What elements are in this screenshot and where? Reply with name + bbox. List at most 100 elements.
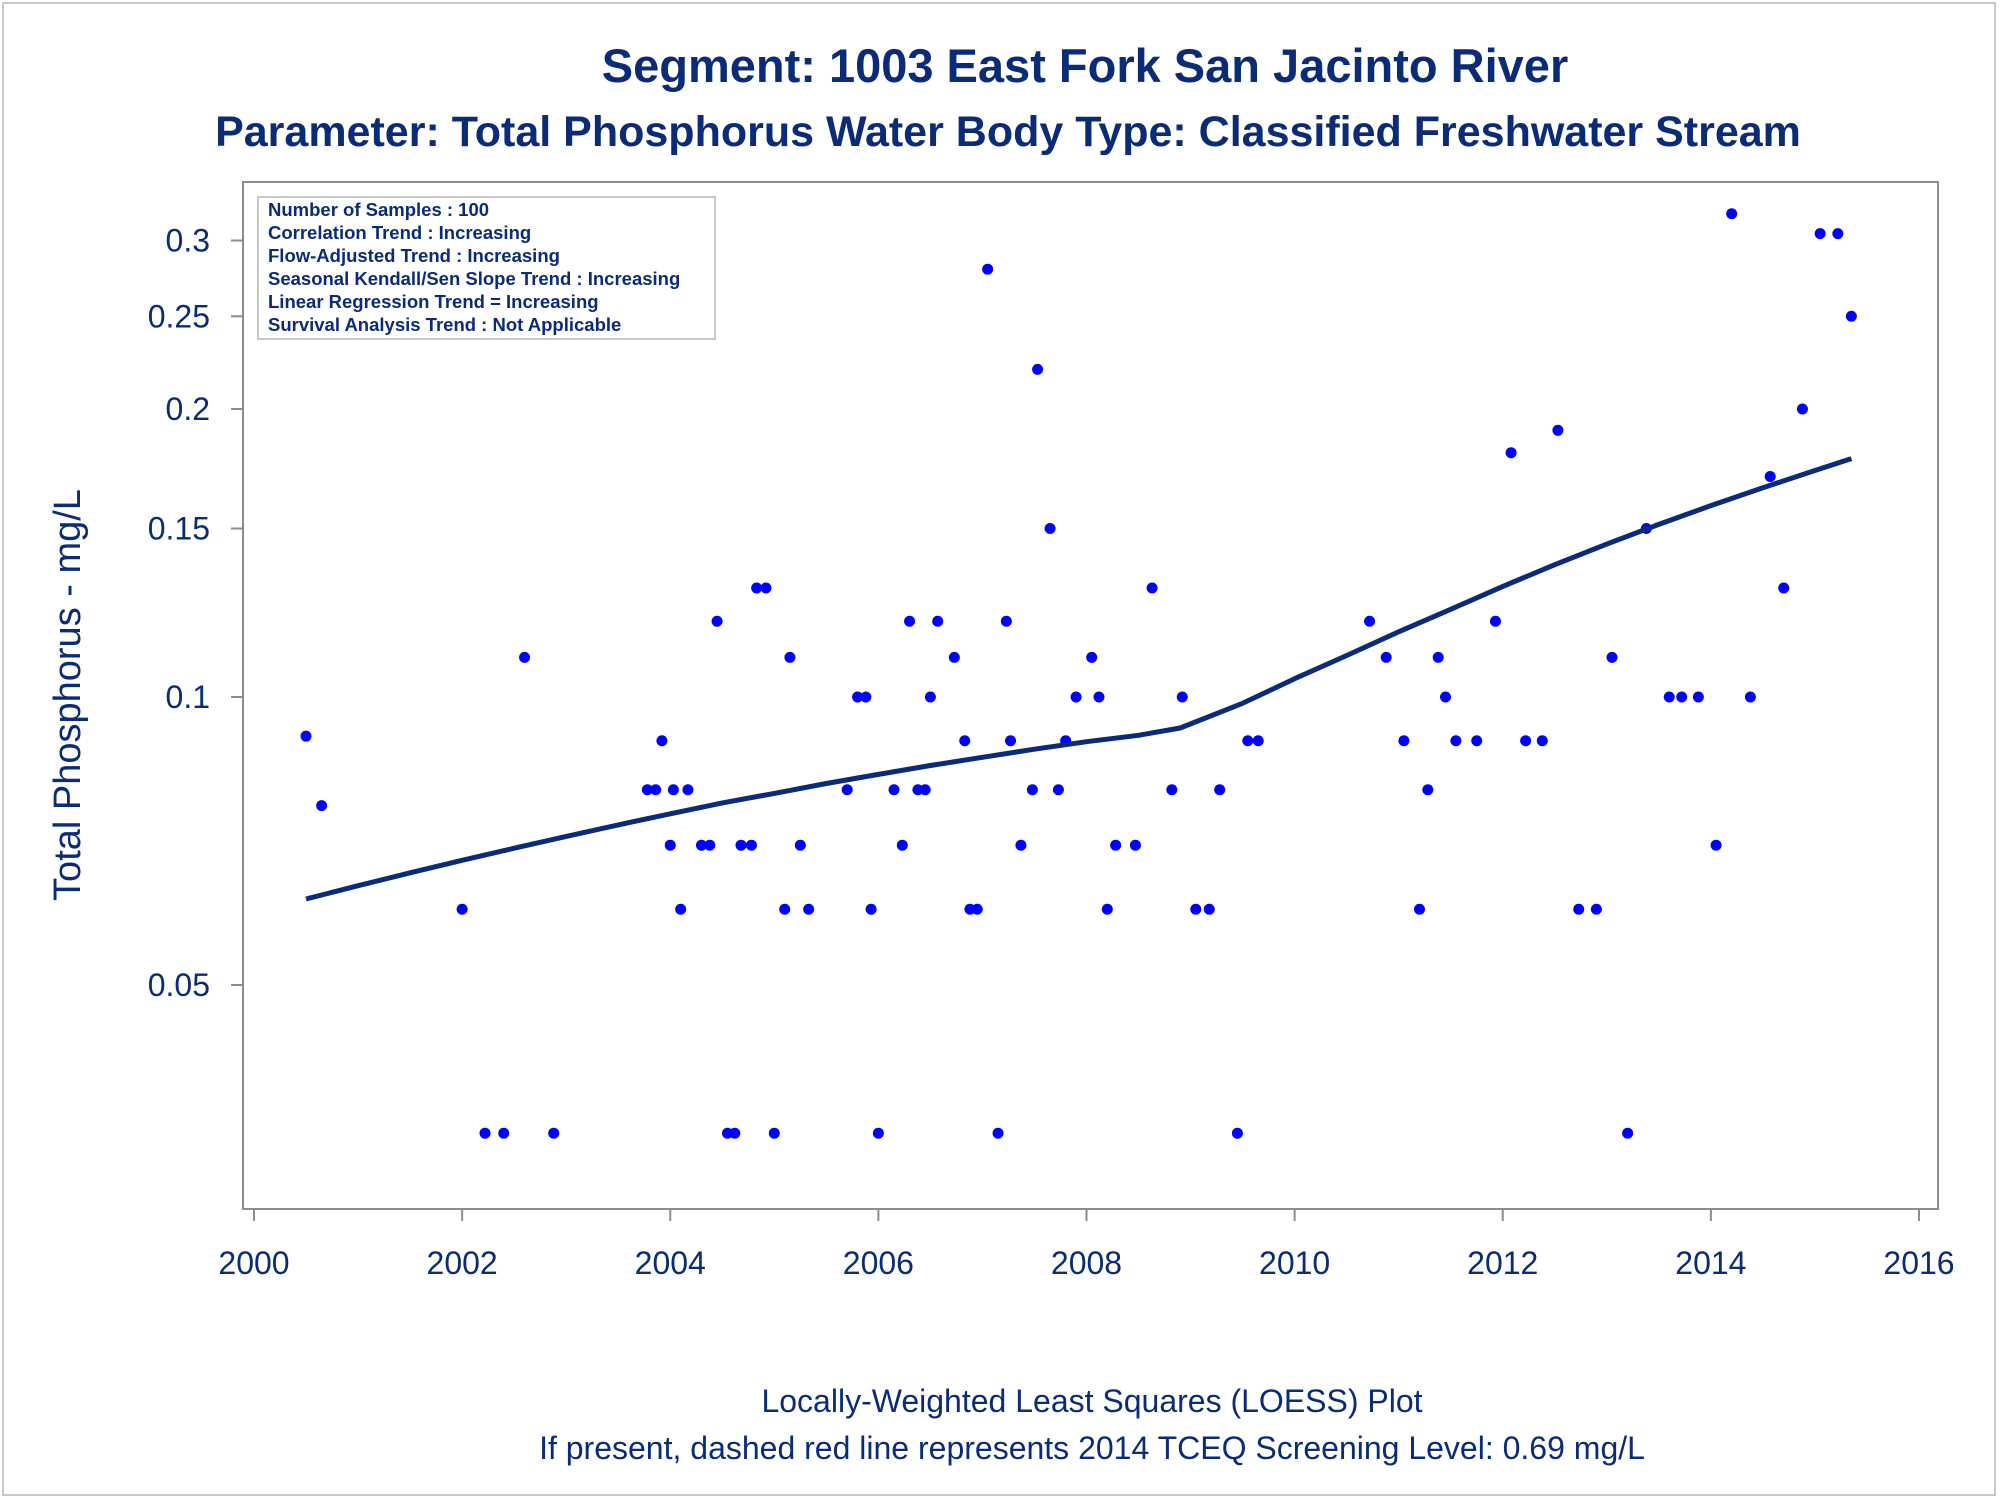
data-point (1832, 228, 1844, 240)
data-point (959, 735, 971, 747)
data-point (711, 615, 723, 627)
data-point (1086, 651, 1098, 663)
data-point (896, 839, 908, 851)
data-point (1450, 735, 1462, 747)
data-point (1796, 403, 1808, 415)
x-tick-label: 2012 (1467, 1245, 1538, 1281)
data-point (456, 903, 468, 915)
data-point (735, 839, 747, 851)
data-point (1252, 735, 1264, 747)
x-tick-label: 2004 (635, 1245, 706, 1281)
data-point (1845, 310, 1857, 322)
data-point (1005, 735, 1017, 747)
y-tick-label: 0.3 (166, 223, 210, 259)
data-point (1814, 228, 1826, 240)
info-box-line: Correlation Trend : Increasing (268, 222, 531, 243)
data-point (656, 735, 668, 747)
data-point (1176, 691, 1188, 703)
y-tick-label: 0.1 (166, 679, 210, 715)
data-point (768, 1127, 780, 1139)
data-point (1440, 691, 1452, 703)
data-point (1110, 839, 1122, 851)
data-point (498, 1127, 510, 1139)
data-point (650, 784, 662, 796)
data-point (982, 263, 994, 275)
y-tick-label: 0.05 (148, 967, 210, 1003)
data-point (300, 730, 312, 742)
data-point (888, 784, 900, 796)
data-point (729, 1127, 741, 1139)
loess-line (305, 456, 1853, 902)
data-point (760, 582, 772, 594)
data-point (1398, 735, 1410, 747)
data-point (1552, 424, 1564, 436)
data-point (664, 839, 676, 851)
y-axis-label: Total Phosphorus - mg/L (47, 489, 89, 901)
data-point (675, 903, 687, 915)
chart-title: Segment: 1003 East Fork San Jacinto Rive… (602, 39, 1568, 92)
data-point (1778, 582, 1790, 594)
data-point (1015, 839, 1027, 851)
data-point (479, 1127, 491, 1139)
info-box-line: Number of Samples : 100 (268, 199, 489, 220)
data-point (1726, 208, 1738, 220)
data-point (641, 784, 653, 796)
data-point (682, 784, 694, 796)
data-points (300, 208, 1857, 1139)
data-point (784, 651, 796, 663)
data-point (919, 784, 931, 796)
data-point (1590, 903, 1602, 915)
data-point (971, 903, 983, 915)
data-point (1432, 651, 1444, 663)
data-point (1422, 784, 1434, 796)
data-point (1166, 784, 1178, 796)
data-point (872, 1127, 884, 1139)
chart-subtitle: Parameter: Total Phosphorus Water Body T… (215, 108, 1801, 156)
data-point (932, 615, 944, 627)
data-point (924, 691, 936, 703)
data-point (1032, 363, 1044, 375)
info-box-line: Seasonal Kendall/Sen Slope Trend : Incre… (268, 268, 680, 289)
data-point (865, 903, 877, 915)
data-point (704, 839, 716, 851)
data-point (1101, 903, 1113, 915)
data-point (316, 800, 328, 812)
data-point (1364, 615, 1376, 627)
data-point (1676, 691, 1688, 703)
data-point (1520, 735, 1532, 747)
info-box-line: Survival Analysis Trend : Not Applicable (268, 314, 621, 335)
data-point (1190, 903, 1202, 915)
x-tick-label: 2014 (1675, 1245, 1746, 1281)
x-tick-label: 2002 (427, 1245, 498, 1281)
data-point (852, 691, 864, 703)
data-point (1573, 903, 1585, 915)
footnote-line-2: If present, dashed red line represents 2… (539, 1430, 1645, 1466)
data-point (695, 839, 707, 851)
data-point (794, 839, 806, 851)
info-box-line: Linear Regression Trend = Increasing (268, 291, 599, 312)
data-point (779, 903, 791, 915)
data-point (1129, 839, 1141, 851)
y-tick-label: 0.2 (166, 391, 210, 427)
x-tick-label: 2006 (843, 1245, 914, 1281)
footnote-line-1: Locally-Weighted Least Squares (LOESS) P… (761, 1383, 1422, 1419)
data-point (860, 691, 872, 703)
data-point (948, 651, 960, 663)
data-point (1203, 903, 1215, 915)
data-point (1764, 471, 1776, 483)
data-point (1710, 839, 1722, 851)
data-point (751, 582, 763, 594)
data-point (1663, 691, 1675, 703)
data-point (1026, 784, 1038, 796)
y-tick-label: 0.25 (148, 298, 210, 334)
data-point (1744, 691, 1756, 703)
data-point (745, 839, 757, 851)
data-point (992, 1127, 1004, 1139)
x-tick-label: 2010 (1259, 1245, 1330, 1281)
data-point (1214, 784, 1226, 796)
data-point (1070, 691, 1082, 703)
data-point (1380, 651, 1392, 663)
